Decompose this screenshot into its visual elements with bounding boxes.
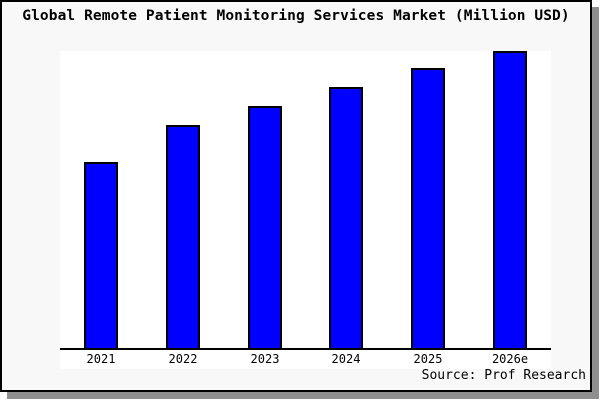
x-tick-label-2022: 2022 [168, 352, 198, 366]
source-note: Source: Prof Research [421, 368, 586, 383]
x-tick-label-2021: 2021 [86, 352, 116, 366]
plot-area [60, 51, 551, 350]
chart-title: Global Remote Patient Monitoring Service… [22, 8, 570, 24]
x-tick-label-2024: 2024 [331, 352, 361, 366]
bar-2021 [84, 162, 118, 348]
bar-2023 [248, 106, 282, 348]
bar-2025 [411, 68, 445, 348]
x-tick-label-2023: 2023 [250, 352, 280, 366]
figure-frame: Global Remote Patient Monitoring Service… [0, 0, 592, 392]
bar-2024 [329, 87, 363, 348]
x-tick-label-2025: 2025 [413, 352, 443, 366]
x-axis-label-band: 2021 2022 2023 2024 2025 2026e [60, 350, 551, 369]
bar-2022 [166, 125, 200, 348]
x-tick-label-2026e: 2026e [491, 352, 529, 366]
bar-2026e [493, 51, 527, 348]
